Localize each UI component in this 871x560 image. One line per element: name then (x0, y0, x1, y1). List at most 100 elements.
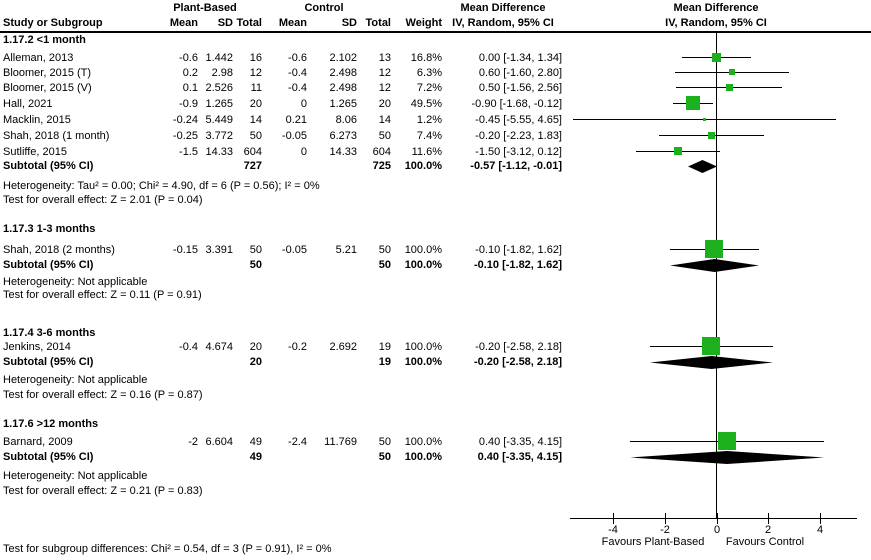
plant-sd-header: SD (217, 17, 233, 29)
plant-mean: 0.2 (182, 67, 198, 79)
heterogeneity-text: Heterogeneity: Not applicable (3, 470, 148, 482)
plant-mean: -1.5 (179, 146, 198, 158)
control-total: 12 (378, 82, 391, 94)
plant-total: 49 (249, 436, 262, 448)
study-name: Macklin, 2015 (3, 114, 71, 126)
subtotal-weight: 100.0% (404, 160, 442, 172)
control-total: 50 (378, 244, 391, 256)
md-ci-text: 0.50 [-1.56, 2.56] (478, 82, 562, 94)
control-sd-header: SD (341, 17, 357, 29)
weight-value: 100.0% (404, 341, 442, 353)
md-ci-text: -1.50 [-3.12, 0.12] (475, 146, 562, 158)
mean-difference-text-header: Mean Difference (460, 2, 546, 14)
subgroup-label: 1.17.3 1-3 months (3, 223, 96, 235)
control-mean: -0.4 (288, 67, 307, 79)
study-name: Jenkins, 2014 (3, 341, 71, 353)
subtotal-plant-total: 727 (243, 160, 262, 172)
ci-text-column-header: IV, Random, 95% CI (452, 17, 554, 29)
md-ci-text: -0.90 [-1.68, -0.12] (471, 98, 563, 110)
control-sd: 2.498 (329, 82, 357, 94)
plant-mean: 0.1 (182, 82, 198, 94)
weight-value: 11.6% (411, 146, 442, 158)
heterogeneity-text: Heterogeneity: Not applicable (3, 374, 148, 386)
control-total: 19 (378, 341, 391, 353)
study-name: Shah, 2018 (1 month) (3, 130, 110, 142)
study-name: Alleman, 2013 (3, 52, 74, 64)
plant-total: 20 (249, 341, 262, 353)
effect-estimate-square (674, 147, 682, 155)
effect-estimate-square (702, 337, 720, 355)
control-sd: 2.102 (329, 52, 357, 64)
subtotal-plant-total: 50 (249, 259, 262, 271)
md-ci-text: -0.20 [-2.58, 2.18] (475, 341, 562, 353)
md-ci-text: 0.00 [-1.34, 1.34] (478, 52, 562, 64)
subtotal-control-total: 19 (378, 356, 391, 368)
md-ci-text: -0.10 [-1.82, 1.62] (475, 244, 562, 256)
study-name: Barnard, 2009 (3, 436, 73, 448)
md-ci-text: -0.45 [-5.55, 4.65] (475, 114, 562, 126)
control-mean-header: Mean (278, 17, 307, 29)
x-axis-tick (717, 513, 718, 524)
subtotal-control-total: 725 (372, 160, 391, 172)
control-mean: 0 (300, 146, 307, 158)
weight-header: Weight (405, 17, 442, 29)
control-mean: -0.6 (288, 52, 307, 64)
control-sd: 5.21 (335, 244, 357, 256)
subtotal-diamond (630, 451, 824, 464)
weight-value: 1.2% (416, 114, 442, 126)
subtotal-md-ci-text: 0.40 [-3.35, 4.15] (477, 451, 562, 463)
control-mean: -0.05 (281, 130, 307, 142)
overall-effect-text: Test for overall effect: Z = 0.21 (P = 0… (3, 485, 203, 497)
plant-mean: -0.24 (172, 114, 198, 126)
study-name: Sutliffe, 2015 (3, 146, 68, 158)
subtotal-diamond (670, 259, 759, 272)
effect-estimate-square (712, 53, 721, 62)
control-mean: -0.4 (288, 82, 307, 94)
plant-based-group-header: Plant-Based (173, 2, 237, 14)
plant-mean: -0.25 (172, 130, 198, 142)
control-mean: -0.2 (288, 341, 307, 353)
plant-sd: 1.442 (205, 52, 233, 64)
subtotal-md-ci-text: -0.57 [-1.12, -0.01] (470, 160, 562, 172)
effect-estimate-square (705, 240, 723, 258)
control-group-header: Control (304, 2, 344, 14)
control-total: 50 (378, 130, 391, 142)
weight-value: 6.3% (416, 67, 442, 79)
weight-value: 16.8% (410, 52, 442, 64)
plant-total: 50 (249, 244, 262, 256)
subtotal-control-total: 50 (378, 259, 391, 271)
study-name: Bloomer, 2015 (V) (3, 82, 92, 94)
subgroup-label: 1.17.6 >12 months (3, 418, 99, 430)
effect-estimate-square (726, 84, 733, 91)
plant-sd: 3.772 (205, 130, 233, 142)
subgroup-label: 1.17.2 <1 month (3, 34, 86, 46)
control-mean: -2.4 (288, 436, 307, 448)
subtotal-weight: 100.0% (404, 356, 442, 368)
weight-value: 100.0% (404, 436, 442, 448)
subtotal-label: Subtotal (95% CI) (3, 160, 94, 172)
subtotal-diamond (688, 160, 717, 173)
header-rule (0, 31, 871, 33)
subtotal-weight: 100.0% (404, 451, 442, 463)
subtotal-plant-total: 20 (249, 356, 262, 368)
plant-sd: 1.265 (205, 98, 233, 110)
control-sd: 2.498 (329, 67, 357, 79)
overall-effect-text: Test for overall effect: Z = 0.16 (P = 0… (3, 389, 203, 401)
favours-left-label: Favours Plant-Based (601, 536, 705, 548)
x-axis-tick-label: -4 (608, 524, 618, 536)
plant-mean: -0.4 (179, 341, 198, 353)
control-sd: 11.769 (324, 436, 357, 448)
weight-value: 7.2% (416, 82, 442, 94)
control-total: 14 (378, 114, 391, 126)
overall-effect-text: Test for overall effect: Z = 2.01 (P = 0… (3, 194, 203, 206)
plant-total: 12 (249, 67, 262, 79)
mean-difference-plot-header: Mean Difference (673, 2, 759, 14)
subtotal-label: Subtotal (95% CI) (3, 356, 94, 368)
md-ci-text: 0.60 [-1.60, 2.80] (478, 67, 562, 79)
x-axis-tick-label: -2 (660, 524, 670, 536)
subtotal-md-ci-text: -0.20 [-2.58, 2.18] (473, 356, 562, 368)
md-ci-text: -0.20 [-2.23, 1.83] (475, 130, 562, 142)
control-sd: 14.33 (329, 146, 357, 158)
plant-mean: -0.15 (172, 244, 198, 256)
